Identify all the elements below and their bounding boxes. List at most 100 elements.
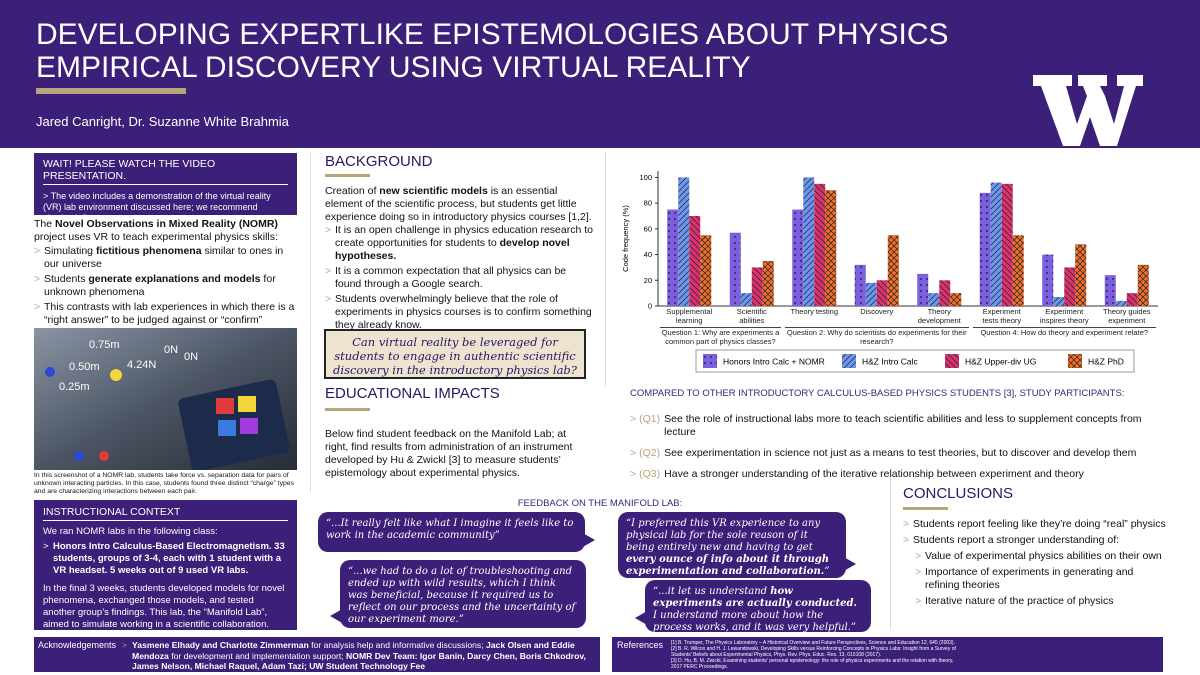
bold-run: Jack Olsen and Eddie Mendoza (132, 640, 575, 661)
conclusion: > Students report a stronger understandin… (903, 534, 1168, 547)
item-text: This contrasts with lab experiences in w… (44, 301, 297, 327)
text-run: This contrasts with lab experiences in w… (44, 301, 295, 326)
title-line: EMPIRICAL DISCOVERY USING VIRTUAL REALIT… (36, 51, 751, 84)
bullet-marker: > (915, 550, 922, 562)
bullet-marker: > (915, 566, 922, 578)
bar (792, 209, 804, 306)
bar (1115, 300, 1127, 306)
finding: > (Q1) See the role of instructional labs … (630, 413, 1170, 439)
bar (1042, 254, 1054, 306)
finding: > (Q2) See experimentation in science not … (630, 447, 1170, 460)
bullet-marker: > (325, 224, 332, 236)
text-run: similar to ones in our universe (44, 245, 284, 270)
image-label: 0.25m (59, 381, 90, 393)
legend-label: H&Z Upper-div UG (965, 357, 1036, 367)
bullet-marker: > (630, 447, 637, 459)
item-text: It is an open challenge in physics educa… (335, 224, 593, 263)
list-item: > Simulating fictitious phenomena similar… (34, 245, 297, 271)
bar (1053, 297, 1065, 306)
list-item: > It is a common expectation that all phy… (325, 265, 593, 291)
item-text: It is a common expectation that all phys… (335, 265, 593, 291)
bar (1012, 235, 1024, 306)
text-run: Simulating (44, 245, 96, 257)
question-label-box: Question 2: Why do scientists do experim… (785, 327, 969, 346)
gold-rule (36, 88, 186, 94)
text-run: project uses VR to teach experimental ph… (34, 231, 278, 243)
text-run: for unknown phenomena (44, 273, 276, 298)
bullet-marker: > (630, 468, 637, 480)
bar (876, 280, 888, 306)
bold-run: develop novel hypotheses. (335, 237, 570, 262)
list-item: > It is an open challenge in physics educ… (325, 224, 593, 263)
text-run: “I preferred this VR experience to any p… (626, 518, 821, 553)
x-tick-label: Theory guides experiment (1102, 308, 1151, 325)
bar (865, 282, 877, 306)
conclusion-sub: > Importance of experiments in generating… (915, 566, 1168, 592)
references-list: [1] B. Trumper, The Physics Laboratory –… (671, 640, 961, 672)
reference: [3] D. Hu, B. M. Zwickl, Examining stude… (671, 658, 954, 670)
instructional-heading: INSTRUCTIONAL CONTEXT (43, 506, 288, 521)
finding-text: See the role of instructional labs more … (664, 413, 1142, 438)
header-band (0, 0, 1200, 148)
legend-swatch (945, 354, 959, 368)
bold-run: generate explanations and models (88, 273, 261, 285)
bar (950, 293, 962, 306)
text-run: ” (824, 566, 830, 577)
instructional-box: INSTRUCTIONAL CONTEXT We ran NOMR labs i… (34, 500, 297, 630)
bold-run: fictitious phenomena (95, 245, 202, 257)
bar (1064, 267, 1076, 306)
item-text: Students generate explanations and model… (44, 273, 297, 299)
findings-list: > (Q1) See the role of instructional labs … (630, 405, 1170, 481)
impacts-text: Below find student feedback on the Manif… (325, 428, 573, 479)
bar (678, 177, 690, 306)
finding: > (Q3) Have a stronger understanding of th… (630, 468, 1170, 481)
conclusion-text: Students report a stronger understanding… (913, 534, 1120, 546)
reference: [1] B. Trumper, The Physics Laboratory –… (671, 640, 955, 646)
conclusion-sub: > Iterative nature of the practice of phy… (915, 595, 1168, 608)
image-label: 0N (184, 351, 198, 363)
question-label: Question 2: Why do scientists do experim… (785, 327, 969, 346)
text-run: Students (44, 273, 89, 285)
x-tick-label: Scientific abilities (736, 308, 767, 325)
conclusion-sub-text: Iterative nature of the practice of phys… (925, 595, 1114, 607)
bar (803, 177, 815, 306)
conclusion-sub: > Value of experimental physics abilities… (915, 550, 1168, 563)
x-label-box: Experiment tests theory (982, 308, 1021, 324)
quote-bubble: “I preferred this VR experience to any p… (618, 512, 856, 578)
bar (729, 232, 741, 306)
bar (1126, 293, 1138, 306)
image-label: 0.50m (69, 361, 100, 373)
bar (917, 273, 929, 306)
text-run: I understand more about how the process … (653, 610, 857, 633)
question-label: Question 4: How do theory and experiment… (972, 327, 1156, 338)
y-tick-label: 80 (644, 199, 652, 208)
references: References [1] B. Trumper, The Physics L… (612, 637, 1163, 672)
acknowledgements: Acknowledgements > Yasmene Elhady and Cha… (34, 637, 600, 672)
video-heading: WAIT! PLEASE WATCH THE VIDEO PRESENTATIO… (43, 158, 288, 185)
legend-swatch (703, 354, 717, 368)
bullet-marker: > (43, 541, 49, 552)
divider (890, 470, 891, 630)
bold-run: Novel Observations in Mixed Reality (NOM… (55, 218, 278, 230)
list-item: > This contrasts with lab experiences in … (34, 301, 297, 327)
instructional-p2: In the final 3 weeks, students developed… (43, 583, 285, 630)
text-run: It is a common expectation that all phys… (335, 265, 567, 290)
text-run: Creation of (325, 185, 380, 197)
finding-tag: (Q2) (639, 447, 661, 459)
bar (751, 267, 763, 306)
bar (762, 261, 774, 306)
bubble-tail (635, 610, 649, 626)
legend-swatch (842, 354, 856, 368)
legend-label: Honors Intro Calc + NOMR (723, 357, 825, 367)
conclusions-heading: CONCLUSIONS (903, 485, 1014, 502)
references-label: References (617, 640, 664, 650)
bar (667, 209, 679, 306)
quote-bubble: “...we had to do a lot of troubleshootin… (330, 560, 586, 628)
image-caption: In this screenshot of a NOMR lab, studen… (34, 472, 294, 495)
bar (700, 235, 712, 306)
feedback-heading: FEEDBACK ON THE MANIFOLD LAB: (517, 498, 683, 509)
bar (854, 264, 866, 306)
bullet-marker: > (325, 293, 332, 305)
background-text: Creation of new scientific models is an … (325, 185, 593, 224)
